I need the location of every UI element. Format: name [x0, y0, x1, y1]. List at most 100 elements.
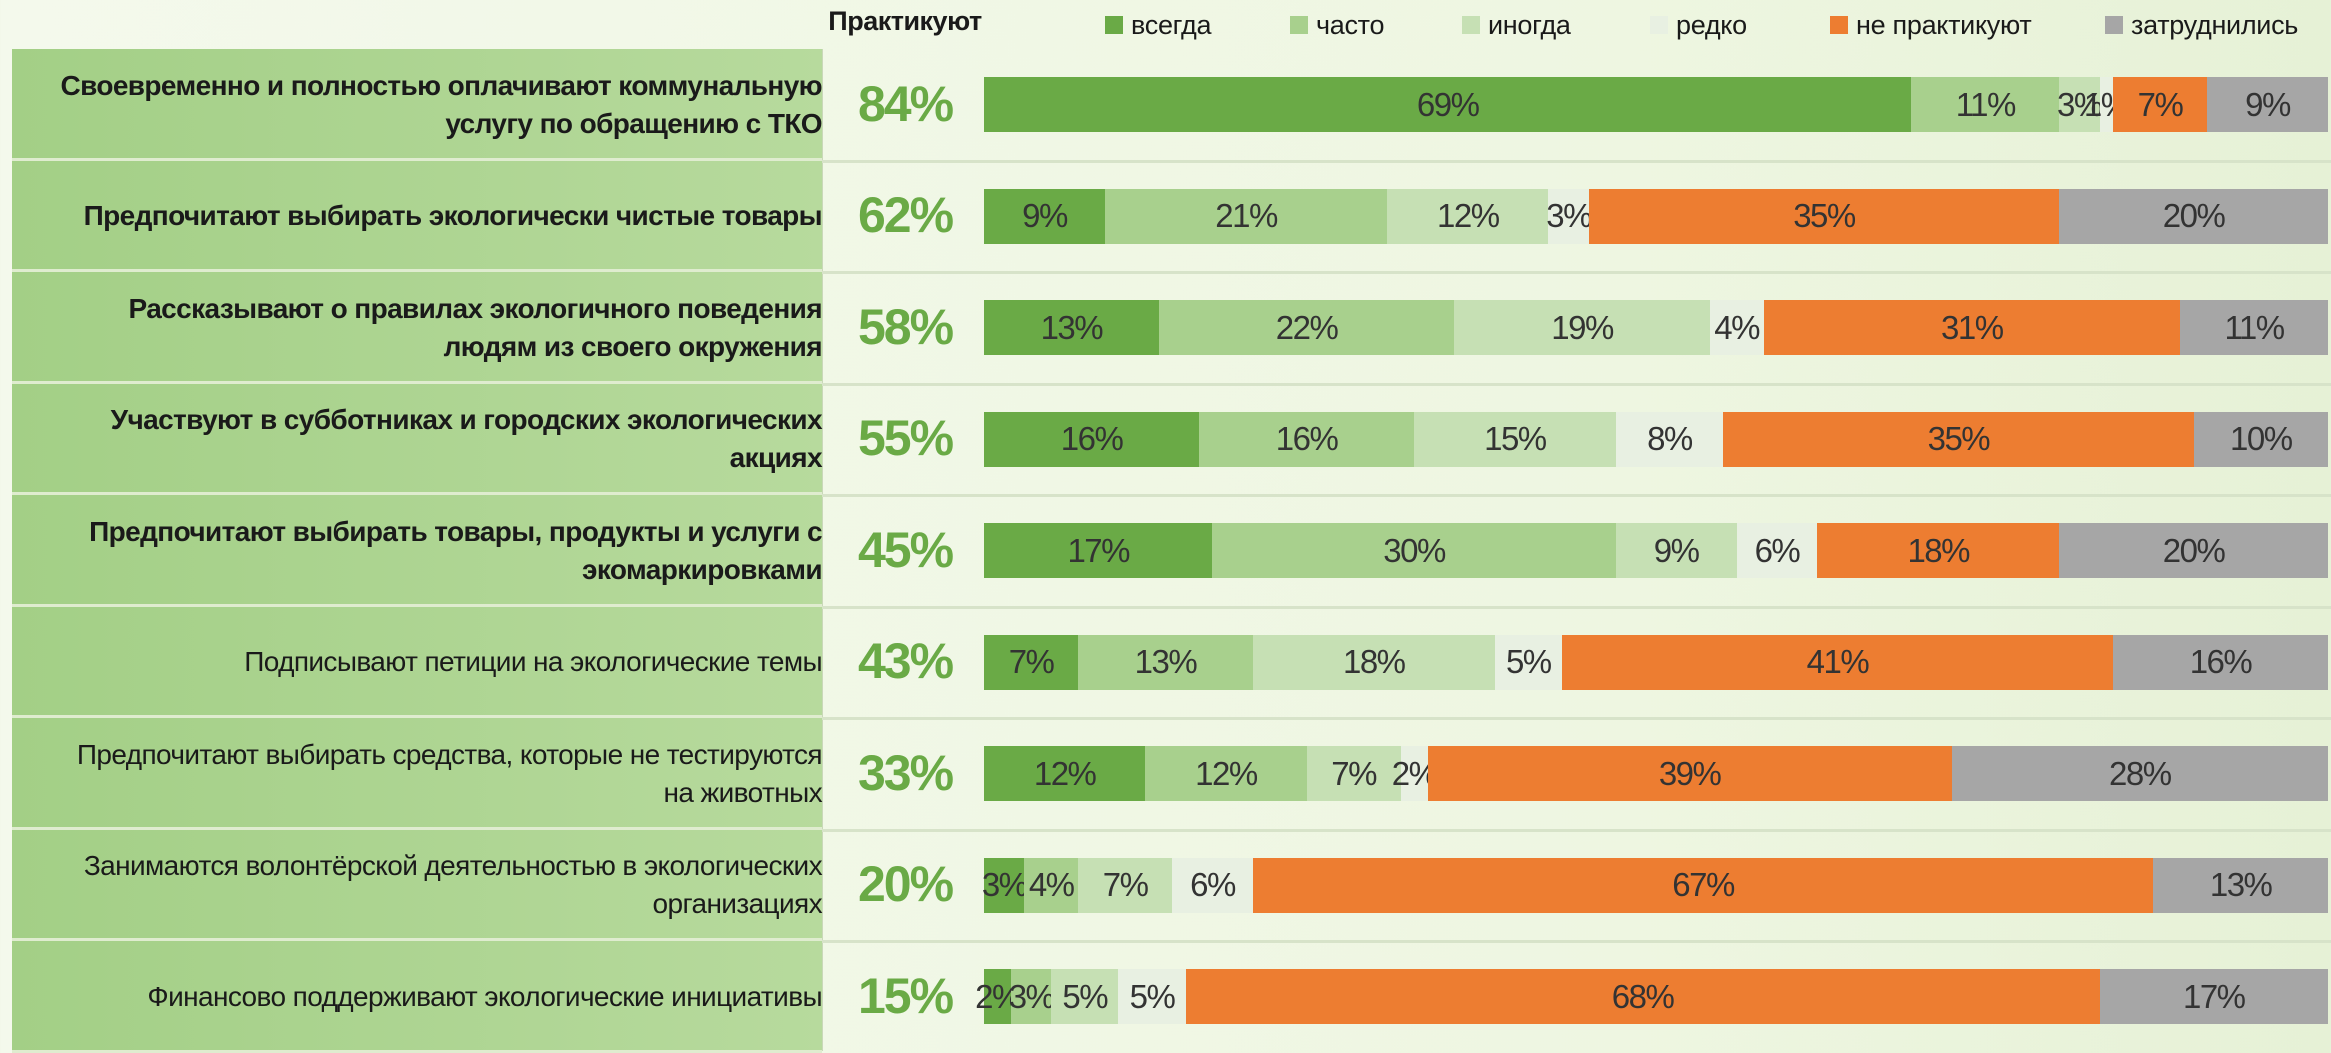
data-label: 41% — [1806, 643, 1870, 681]
bar-segment: 19% — [1454, 300, 1710, 356]
bar-segment: 16% — [2112, 634, 2328, 690]
data-label: 20% — [2162, 197, 2226, 235]
practiced-value: 20% — [857, 856, 954, 913]
data-label: 3% — [981, 866, 1028, 904]
bar-segment: 67% — [1252, 857, 2154, 913]
row-background — [12, 272, 822, 384]
row-label: Участвуют в субботниках и городских экол… — [110, 404, 823, 474]
legend-label: затруднились — [2131, 9, 2299, 40]
data-label: 6% — [1190, 866, 1236, 904]
legend-label: часто — [1316, 9, 1385, 40]
data-label: 15% — [1484, 420, 1547, 458]
bar-segment: 10% — [2193, 411, 2328, 467]
row-line — [822, 605, 2331, 609]
bar-segment: 20% — [2059, 523, 2328, 579]
legend-swatch — [1830, 16, 1848, 34]
row-background — [12, 718, 822, 830]
data-label: 69% — [1416, 85, 1480, 123]
bar-segment: 11% — [2180, 300, 2328, 356]
data-label: 7% — [2137, 85, 2184, 123]
data-label: 22% — [1275, 308, 1339, 346]
row-background — [12, 49, 822, 161]
bar-segment: 16% — [1199, 411, 1415, 467]
data-label: 5% — [1129, 977, 1176, 1015]
data-label: 12% — [1437, 197, 1500, 235]
bar-segment: 35% — [1723, 411, 2194, 467]
data-label: 18% — [1907, 531, 1970, 569]
data-label: 4% — [1028, 866, 1075, 904]
data-label: 13% — [1040, 308, 1104, 346]
legend-item: всегда — [1105, 8, 1211, 42]
data-label: 31% — [1941, 308, 2004, 346]
data-label: 12% — [1033, 754, 1097, 792]
bar-segment: 9% — [1615, 523, 1737, 579]
data-label: 3% — [1546, 197, 1592, 235]
bar-segment: 35% — [1588, 188, 2060, 244]
data-label: 19% — [1551, 308, 1614, 346]
legend-item: иногда — [1462, 8, 1571, 42]
bar-segment: 21% — [1104, 188, 1388, 244]
data-label: 20% — [2162, 531, 2226, 569]
data-label: 39% — [1658, 754, 1722, 792]
row-line — [822, 382, 2331, 386]
row-label: Предпочитают выбирать экологически чисты… — [83, 200, 823, 232]
legend-label: всегда — [1131, 9, 1212, 40]
data-label: 4% — [1714, 308, 1760, 346]
row-label: Подписывают петиции на экологические тем… — [244, 646, 822, 678]
legend-label: редко — [1676, 9, 1747, 40]
bar-segment: 6% — [1172, 857, 1253, 913]
data-label: 6% — [1754, 531, 1801, 569]
row-line — [822, 159, 2331, 163]
practiced-value: 84% — [857, 75, 954, 132]
row-background — [12, 160, 822, 272]
bar-segment: 39% — [1427, 746, 1952, 802]
legend-item: часто — [1290, 8, 1384, 42]
bar-segment: 11% — [1911, 77, 2060, 133]
data-label: 11% — [1955, 85, 2017, 123]
bar-segment: 12% — [1387, 188, 1549, 244]
data-label: 9% — [2245, 85, 2291, 123]
data-label: 17% — [1067, 531, 1130, 569]
legend-swatch — [1290, 16, 1308, 34]
legend-swatch — [1650, 16, 1668, 34]
bar-segment: 13% — [984, 300, 1159, 356]
bar-segment: 3% — [1009, 969, 1055, 1025]
data-label: 9% — [1022, 197, 1068, 235]
bar-segment: 18% — [1817, 523, 2060, 579]
bar-segment: 5% — [1118, 969, 1186, 1025]
bar-segment: 69% — [984, 77, 1912, 133]
practiced-title: Практикуют — [828, 6, 982, 36]
bar-segment: 4% — [1024, 857, 1079, 913]
bar-segment: 8% — [1615, 411, 1724, 467]
data-label: 35% — [1927, 420, 1991, 458]
bar-segment: 6% — [1736, 523, 1818, 579]
data-label: 16% — [2189, 643, 2253, 681]
bar-segment: 12% — [984, 746, 1146, 802]
data-label: 12% — [1195, 754, 1258, 792]
bar-segment: 7% — [1306, 746, 1401, 802]
data-label: 9% — [1653, 531, 1700, 569]
data-label: 5% — [1062, 977, 1108, 1015]
row-line — [822, 717, 2331, 720]
bar-segment: 22% — [1158, 300, 1455, 356]
row-background — [12, 383, 822, 495]
data-label: 11% — [2224, 308, 2286, 346]
row-line — [822, 271, 2331, 274]
practiced-value: 43% — [857, 633, 954, 690]
row-label: Рассказывают о правилах экологичного пов… — [128, 292, 822, 362]
data-label: 13% — [2209, 866, 2273, 904]
row-label: Предпочитают выбирать средства, которые … — [76, 738, 823, 808]
bar-segment: 17% — [984, 523, 1213, 579]
row-line — [822, 494, 2331, 497]
row-line — [822, 940, 2331, 943]
practiced-value: 15% — [857, 967, 954, 1024]
bar-segment: 4% — [1709, 300, 1764, 356]
row-label: Своевременно и полностью оплачивают комм… — [60, 69, 822, 139]
data-label: 68% — [1611, 977, 1675, 1015]
bar-segment: 41% — [1561, 634, 2113, 690]
bar-segment: 30% — [1212, 523, 1616, 579]
data-label: 18% — [1342, 643, 1406, 681]
bar-segment: 5% — [1494, 634, 1562, 690]
legend-swatch — [1462, 16, 1480, 34]
legend-item: не практикуют — [1830, 8, 2032, 42]
